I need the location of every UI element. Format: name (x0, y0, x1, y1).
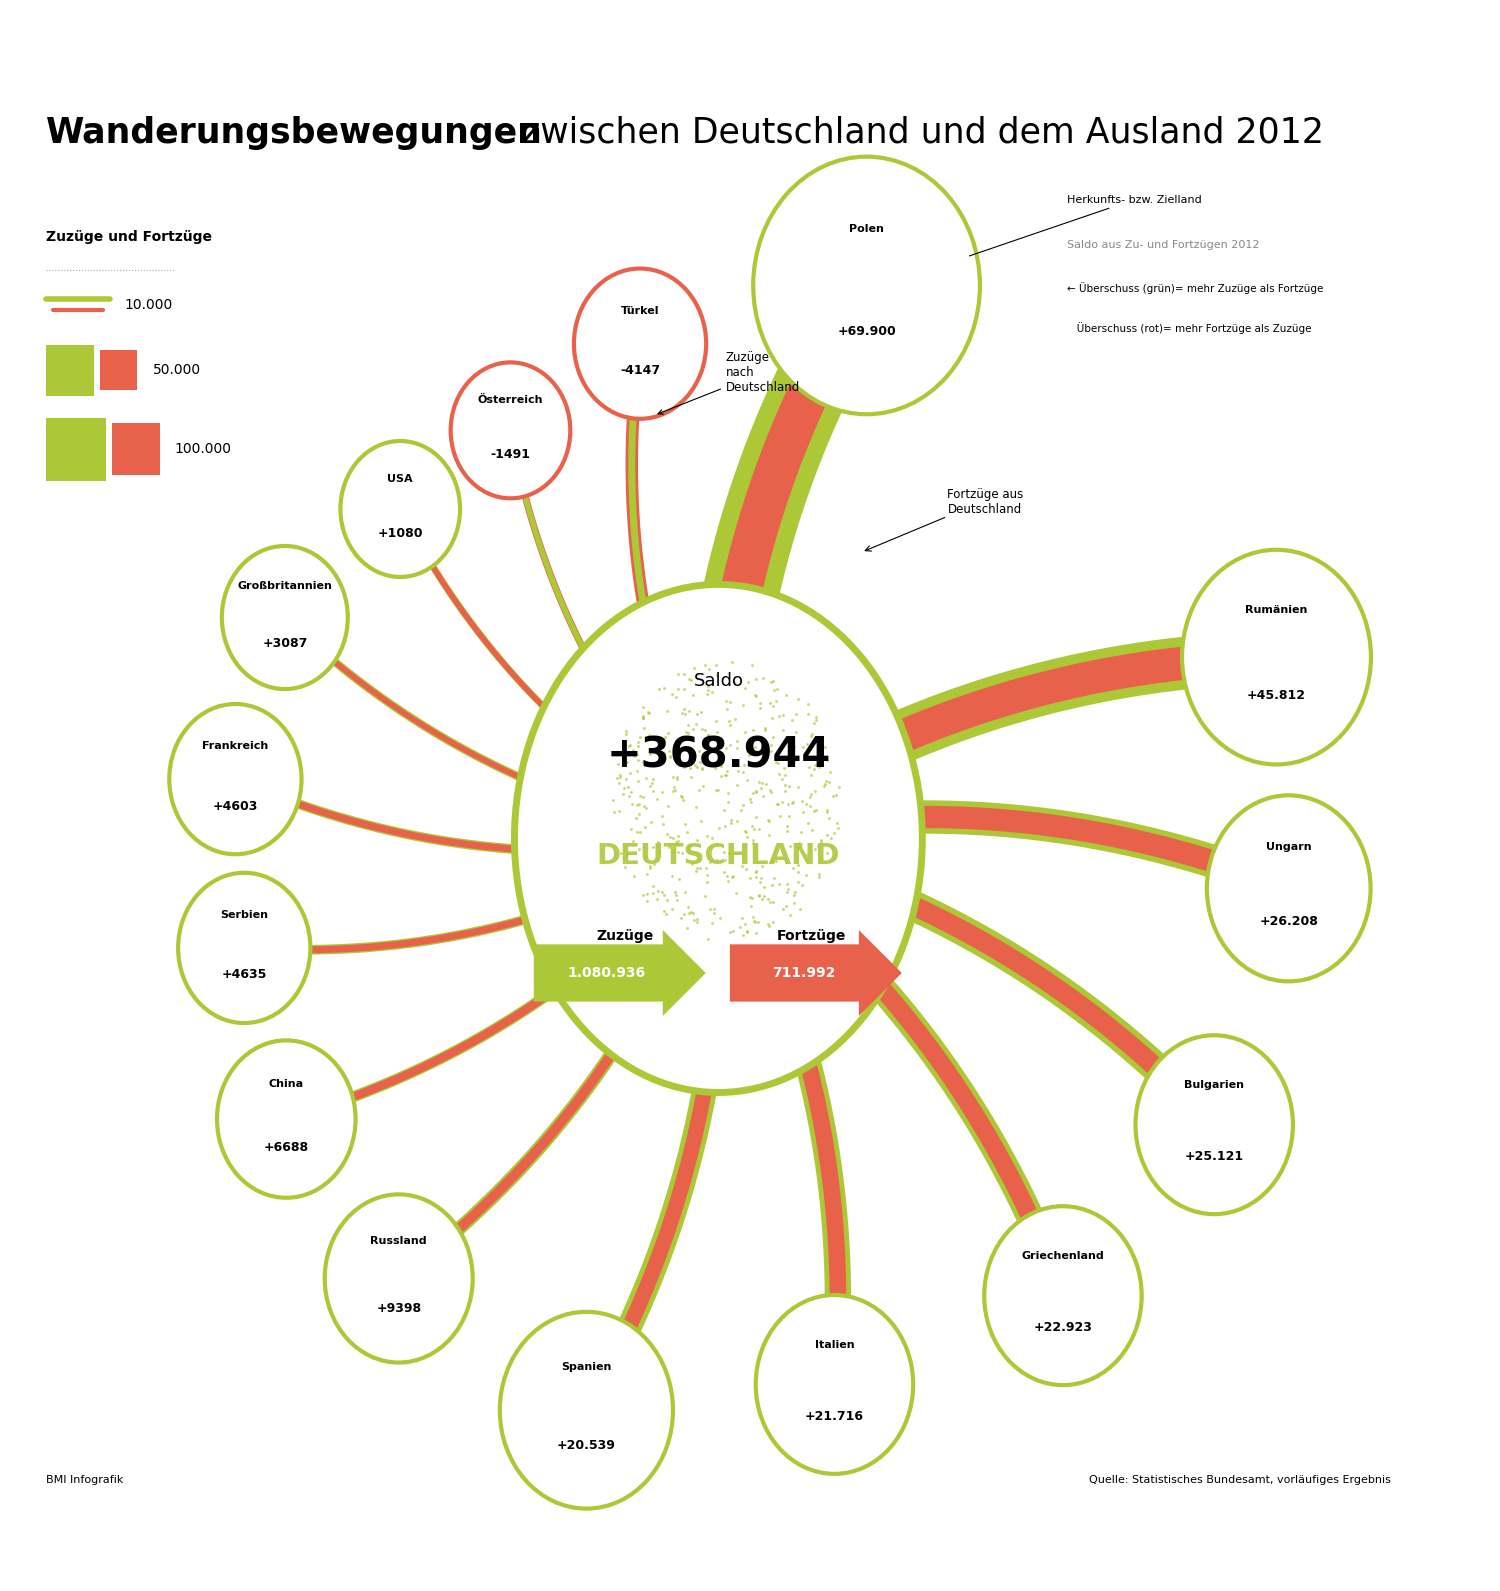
Text: Polen: Polen (849, 224, 883, 234)
Text: Zuzüge: Zuzüge (597, 929, 654, 943)
Ellipse shape (340, 441, 460, 578)
Ellipse shape (753, 156, 980, 414)
Ellipse shape (500, 1313, 674, 1508)
Text: +69.900: +69.900 (837, 325, 896, 339)
Ellipse shape (222, 546, 348, 689)
Text: DEUTSCHLAND: DEUTSCHLAND (597, 842, 840, 870)
Text: +20.539: +20.539 (556, 1440, 616, 1453)
Ellipse shape (1208, 796, 1371, 982)
Text: Wanderungsbewegungen: Wanderungsbewegungen (45, 116, 543, 150)
Text: Serbien: Serbien (220, 910, 268, 920)
Ellipse shape (170, 703, 302, 854)
Text: +25.121: +25.121 (1185, 1150, 1244, 1163)
Text: +22.923: +22.923 (1034, 1322, 1092, 1335)
Ellipse shape (217, 1041, 356, 1198)
Text: -1491: -1491 (490, 449, 531, 461)
Text: +4603: +4603 (213, 800, 258, 813)
Text: Saldo: Saldo (693, 671, 744, 690)
Text: Spanien: Spanien (561, 1362, 612, 1371)
Text: +3087: +3087 (262, 636, 308, 649)
FancyBboxPatch shape (534, 931, 705, 1017)
Ellipse shape (178, 873, 310, 1023)
Text: USA: USA (387, 474, 412, 484)
Text: 1.080.936: 1.080.936 (567, 966, 646, 980)
Text: Bulgarien: Bulgarien (1184, 1080, 1244, 1090)
Text: +368.944: +368.944 (606, 735, 831, 776)
Text: Fortzüge aus
Deutschland: Fortzüge aus Deutschland (948, 488, 1023, 515)
FancyBboxPatch shape (111, 423, 160, 474)
Text: 711.992: 711.992 (772, 966, 836, 980)
Ellipse shape (324, 1195, 472, 1362)
FancyBboxPatch shape (730, 931, 902, 1017)
Text: Großbritannien: Großbritannien (237, 581, 333, 590)
Ellipse shape (984, 1206, 1142, 1386)
Text: Griechenland: Griechenland (1022, 1251, 1104, 1262)
Text: -4147: -4147 (620, 364, 660, 377)
Text: 50.000: 50.000 (153, 363, 201, 377)
Ellipse shape (756, 1295, 914, 1473)
Text: BMI Infografik: BMI Infografik (45, 1475, 123, 1486)
Text: Quelle: Statistisches Bundesamt, vorläufiges Ergebnis: Quelle: Statistisches Bundesamt, vorläuf… (1089, 1475, 1390, 1486)
FancyBboxPatch shape (100, 350, 138, 390)
Text: Italien: Italien (815, 1340, 855, 1351)
FancyBboxPatch shape (45, 345, 94, 396)
Text: Rumänien: Rumänien (1245, 605, 1308, 614)
Text: China: China (268, 1079, 304, 1090)
Text: +26.208: +26.208 (1260, 915, 1318, 928)
FancyBboxPatch shape (45, 418, 106, 480)
Text: 10.000: 10.000 (124, 298, 172, 312)
Ellipse shape (450, 363, 570, 498)
Text: Saldo aus Zu- und Fortzügen 2012: Saldo aus Zu- und Fortzügen 2012 (1066, 240, 1260, 250)
Text: Fortzüge: Fortzüge (777, 929, 846, 943)
Text: Frankreich: Frankreich (202, 741, 268, 751)
Text: ← Überschuss (grün)= mehr Zuzüge als Fortzüge: ← Überschuss (grün)= mehr Zuzüge als For… (1066, 282, 1323, 294)
Text: Türkel: Türkel (621, 305, 660, 315)
Ellipse shape (1182, 550, 1371, 764)
Text: Österreich: Österreich (477, 396, 543, 406)
Text: +6688: +6688 (264, 1141, 309, 1153)
Text: 100.000: 100.000 (174, 442, 231, 457)
Ellipse shape (1136, 1036, 1293, 1214)
Text: zwischen Deutschland und dem Ausland 2012: zwischen Deutschland und dem Ausland 201… (512, 116, 1324, 150)
Text: Zuzüge und Fortzüge: Zuzüge und Fortzüge (45, 231, 211, 243)
Text: +9398: +9398 (376, 1301, 422, 1316)
Text: +45.812: +45.812 (1246, 689, 1306, 702)
Text: +4635: +4635 (222, 969, 267, 982)
Text: +21.716: +21.716 (806, 1410, 864, 1422)
Text: Zuzüge
nach
Deutschland: Zuzüge nach Deutschland (658, 350, 800, 414)
Ellipse shape (574, 269, 706, 418)
Text: +1080: +1080 (378, 527, 423, 539)
Text: Russland: Russland (370, 1236, 427, 1246)
Text: Ungarn: Ungarn (1266, 842, 1311, 853)
Text: Herkunfts- bzw. Zielland: Herkunfts- bzw. Zielland (969, 194, 1202, 256)
Ellipse shape (514, 584, 922, 1093)
Text: Überschuss (rot)= mehr Fortzüge als Zuzüge: Überschuss (rot)= mehr Fortzüge als Zuzü… (1066, 323, 1311, 334)
